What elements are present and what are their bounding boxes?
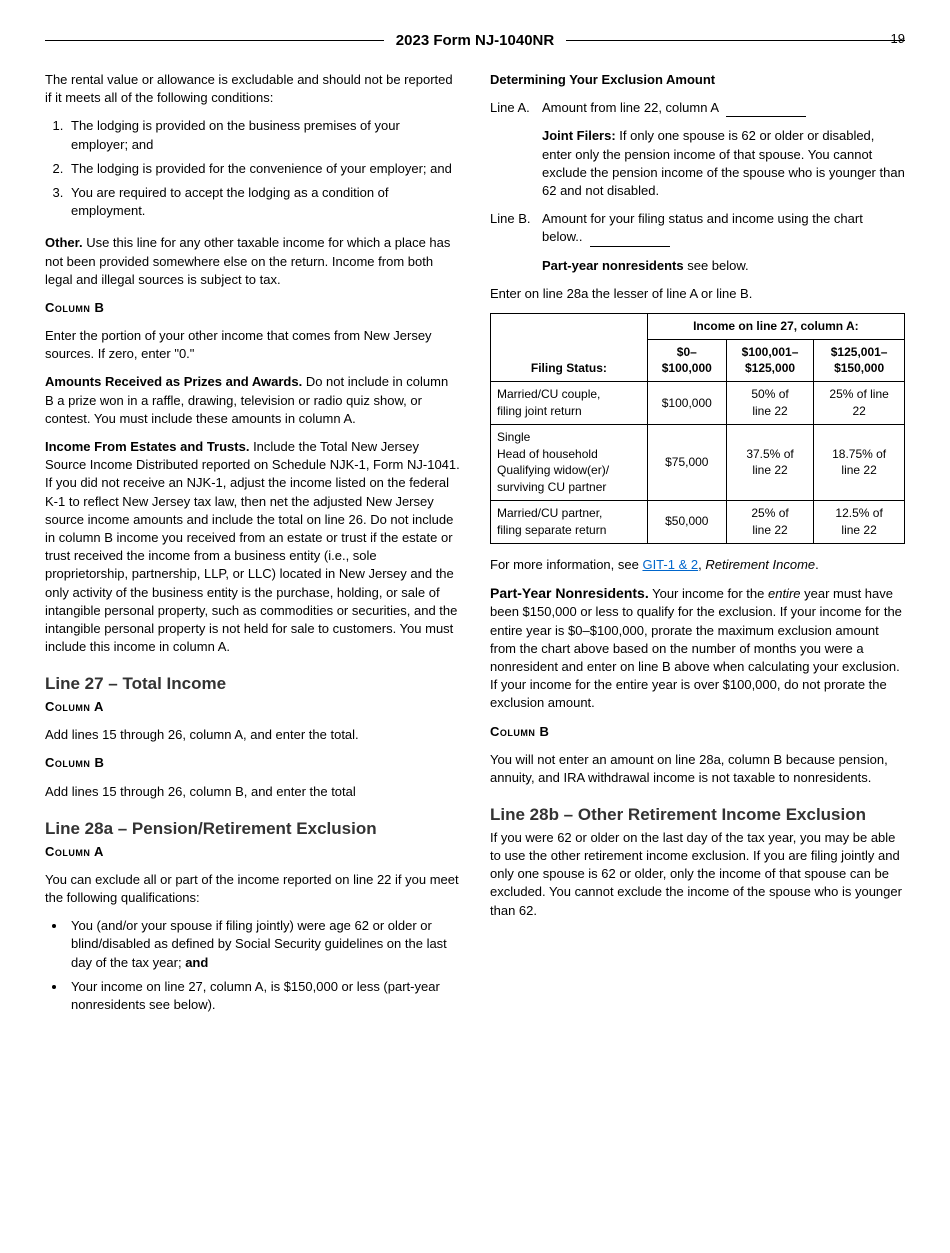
rule-right	[566, 40, 905, 41]
column-b-text: Enter the portion of your other income t…	[45, 327, 460, 363]
cell-1-3: 25% of line 22	[814, 382, 905, 425]
line28a-intro: You can exclude all or part of the incom…	[45, 871, 460, 907]
column-b-heading: Column B	[45, 299, 460, 317]
git-link[interactable]: GIT-1 & 2	[642, 557, 698, 572]
more-info-paragraph: For more information, see GIT-1 & 2, Ret…	[490, 556, 905, 574]
other-paragraph: Other. Use this line for any other taxab…	[45, 234, 460, 289]
table-row: Married/CU couple, filing joint return $…	[491, 382, 905, 425]
left-column: The rental value or allowance is excluda…	[45, 71, 460, 1028]
cell-fs-3: Married/CU partner, filing separate retu…	[491, 501, 648, 544]
rule-left	[45, 40, 384, 41]
line-a-block: Line A. Amount from line 22, column A	[490, 99, 905, 117]
prizes-label: Amounts Received as Prizes and Awards.	[45, 374, 302, 389]
exclusion-table: Filing Status: Income on line 27, column…	[490, 313, 905, 544]
pty-nonres-pre: Your income for the	[649, 586, 768, 601]
line27-col-a-heading: Column A	[45, 698, 460, 716]
cell-1-1: $100,000	[647, 382, 726, 425]
th-col2: $100,001– $125,000	[726, 339, 813, 382]
th-col3: $125,001– $150,000	[814, 339, 905, 382]
rental-cond-2: The lodging is provided for the convenie…	[67, 160, 460, 178]
qual1-bold: and	[185, 955, 208, 970]
th-col1: $0– $100,000	[647, 339, 726, 382]
th-income-header: Income on line 27, column A:	[647, 313, 904, 339]
qual1-text: You (and/or your spouse if filing jointl…	[71, 918, 447, 969]
th-filing-status: Filing Status:	[491, 313, 648, 381]
other-text: Use this line for any other taxable inco…	[45, 235, 450, 286]
qual2-text: Your income on line 27, column A, is $15…	[71, 979, 440, 1012]
pty-paragraph: Part-year nonresidents see below.	[542, 257, 905, 275]
estates-paragraph: Income From Estates and Trusts. Include …	[45, 438, 460, 656]
line-b-block: Line B. Amount for your filing status an…	[490, 210, 905, 246]
line28a-col-a-heading: Column A	[45, 843, 460, 861]
form-title: 2023 Form NJ-1040NR	[384, 30, 566, 51]
rental-intro: The rental value or allowance is excluda…	[45, 71, 460, 107]
pty-label: Part-year nonresidents	[542, 258, 684, 273]
rental-conditions-list: The lodging is provided on the business …	[67, 117, 460, 220]
determining-heading: Determining Your Exclusion Amount	[490, 71, 905, 89]
joint-filers-label: Joint Filers:	[542, 128, 616, 143]
line28b-heading: Line 28b – Other Retirement Income Exclu…	[490, 803, 905, 827]
more-info-em: Retirement Income	[705, 557, 815, 572]
right-col-b-heading: Column B	[490, 723, 905, 741]
cell-3-3: 12.5% of line 22	[814, 501, 905, 544]
pty-text: see below.	[684, 258, 749, 273]
page-number: 19	[891, 30, 905, 48]
line27-col-b-heading: Column B	[45, 754, 460, 772]
cell-1-2: 50% of line 22	[726, 382, 813, 425]
header-rule: 2023 Form NJ-1040NR	[45, 30, 905, 51]
line28b-text: If you were 62 or older on the last day …	[490, 829, 905, 920]
rental-cond-1: The lodging is provided on the business …	[67, 117, 460, 153]
cell-3-2: 25% of line 22	[726, 501, 813, 544]
other-label: Other.	[45, 235, 83, 250]
line-b-fill	[590, 246, 670, 247]
table-row: Married/CU partner, filing separate retu…	[491, 501, 905, 544]
line-a-fill	[726, 116, 806, 117]
more-info-end: .	[815, 557, 819, 572]
pty-nonres-em: entire	[768, 586, 801, 601]
table-row: Single Head of household Qualifying wido…	[491, 424, 905, 500]
estates-text: Include the Total New Jersey Source Inco…	[45, 439, 460, 654]
prizes-paragraph: Amounts Received as Prizes and Awards. D…	[45, 373, 460, 428]
line28a-heading: Line 28a – Pension/Retirement Exclusion	[45, 817, 460, 841]
cell-2-1: $75,000	[647, 424, 726, 500]
line28a-qualifications: You (and/or your spouse if filing jointl…	[67, 917, 460, 1014]
qualification-2: Your income on line 27, column A, is $15…	[67, 978, 460, 1014]
right-col-b-text: You will not enter an amount on line 28a…	[490, 751, 905, 787]
line27-col-a-text: Add lines 15 through 26, column A, and e…	[45, 726, 460, 744]
cell-3-1: $50,000	[647, 501, 726, 544]
qualification-1: You (and/or your spouse if filing jointl…	[67, 917, 460, 972]
cell-fs-1: Married/CU couple, filing joint return	[491, 382, 648, 425]
line27-heading: Line 27 – Total Income	[45, 672, 460, 696]
pty-nonres-paragraph: Part-Year Nonresidents. Your income for …	[490, 584, 905, 713]
estates-label: Income From Estates and Trusts.	[45, 439, 249, 454]
more-info-pre: For more information, see	[490, 557, 642, 572]
pty-nonres-label: Part-Year Nonresidents.	[490, 585, 649, 601]
cell-2-2: 37.5% of line 22	[726, 424, 813, 500]
right-column: Determining Your Exclusion Amount Line A…	[490, 71, 905, 1028]
line-b-label: Line B.	[490, 210, 542, 246]
pty-nonres-post: year must have been $150,000 or less to …	[490, 586, 902, 711]
joint-filers-paragraph: Joint Filers: If only one spouse is 62 o…	[542, 127, 905, 200]
cell-fs-2: Single Head of household Qualifying wido…	[491, 424, 648, 500]
line-a-label: Line A.	[490, 99, 542, 117]
line-a-text: Amount from line 22, column A	[542, 100, 718, 115]
cell-2-3: 18.75% of line 22	[814, 424, 905, 500]
enter-lesser: Enter on line 28a the lesser of line A o…	[490, 285, 905, 303]
rental-cond-3: You are required to accept the lodging a…	[67, 184, 460, 220]
line-b-text: Amount for your filing status and income…	[542, 211, 863, 244]
line27-col-b-text: Add lines 15 through 26, column B, and e…	[45, 783, 460, 801]
